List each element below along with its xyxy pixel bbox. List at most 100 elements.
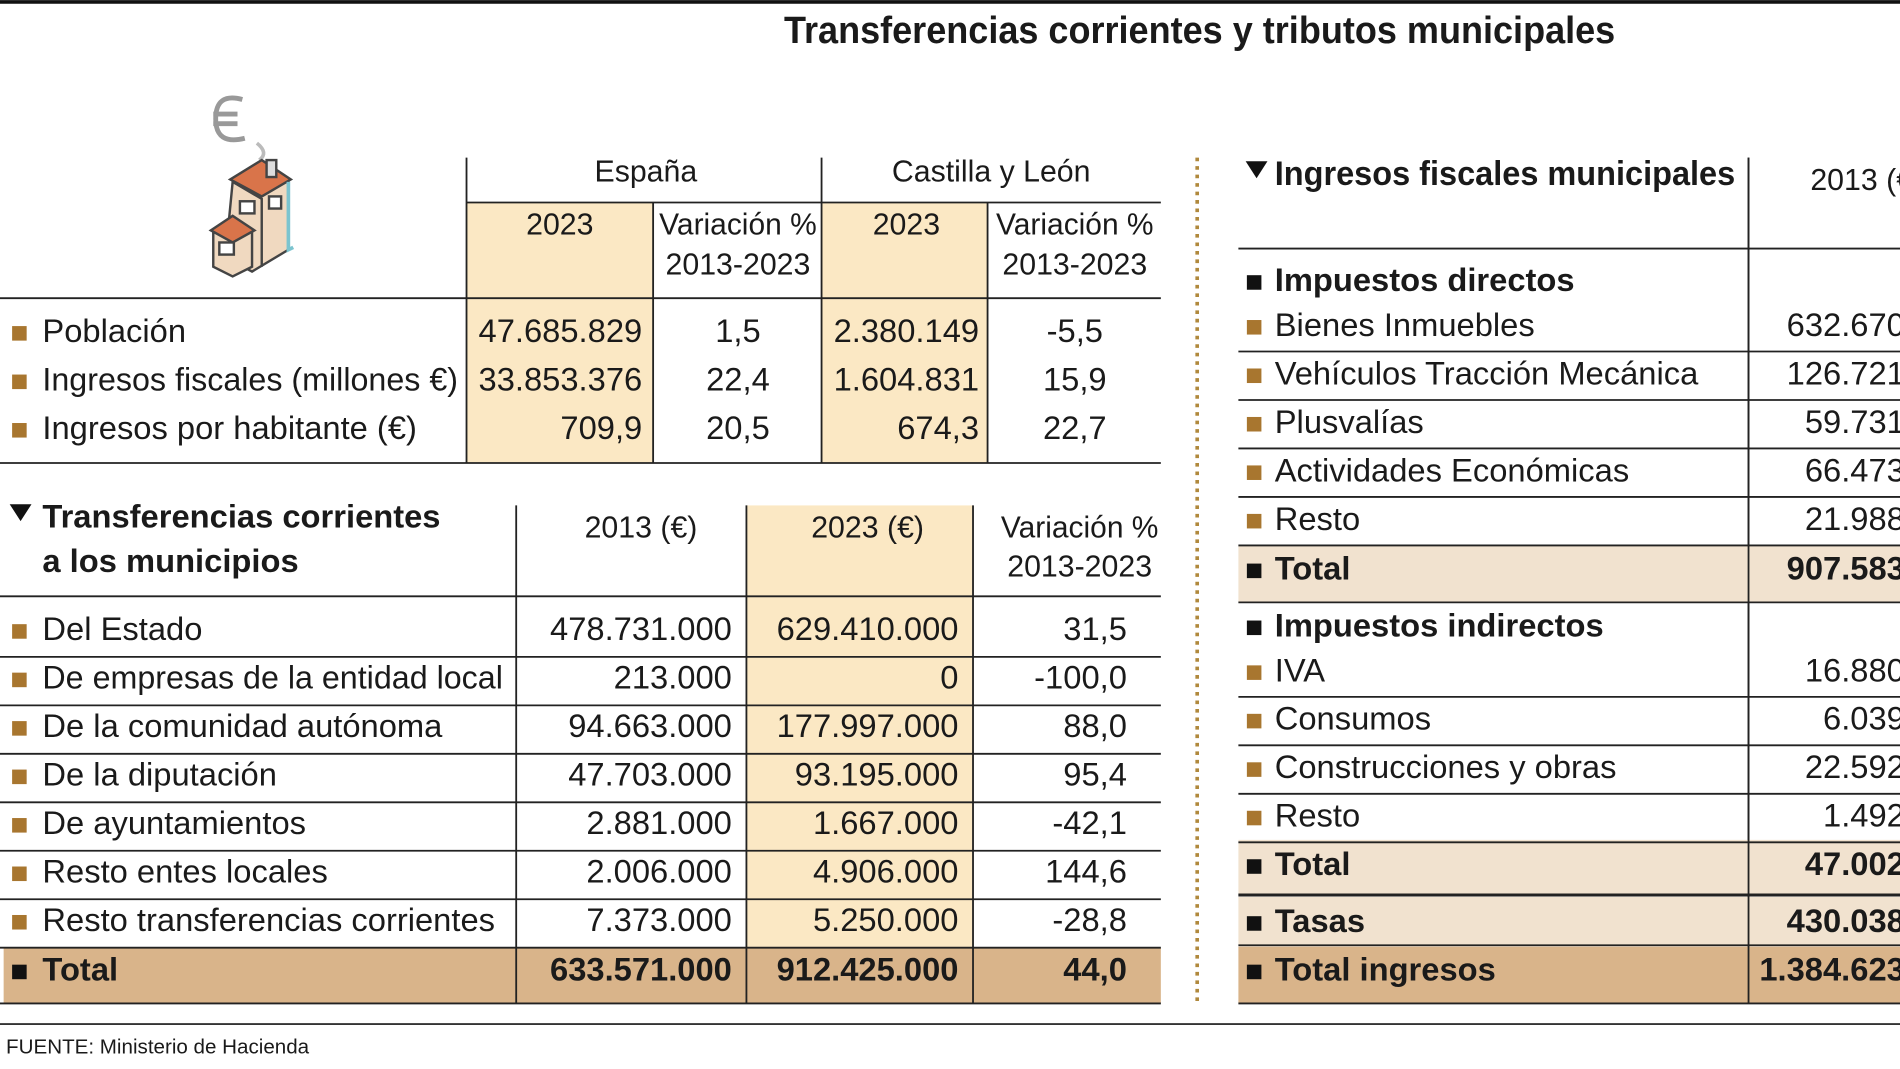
row-label: Resto xyxy=(1275,500,1360,537)
row-label: Plusvalías xyxy=(1275,403,1424,440)
bullet xyxy=(12,672,27,688)
row-label: Actividades Económicas xyxy=(1275,451,1629,488)
source: FUENTE: Ministerio de Hacienda xyxy=(6,1036,310,1059)
cell: 33.853.376 xyxy=(479,360,643,397)
row-label: Del Estado xyxy=(42,610,202,647)
bullet xyxy=(12,818,27,833)
bullet xyxy=(12,769,27,785)
bullet xyxy=(12,964,27,980)
column-header: Variación % xyxy=(659,209,817,242)
bullet xyxy=(12,374,27,390)
cell: 213.000 xyxy=(614,659,732,696)
row-label: De la diputación xyxy=(42,755,277,792)
cell: 177.997.000 xyxy=(777,707,959,744)
cell: 674,3 xyxy=(897,409,979,446)
cell: 93.195.000 xyxy=(795,755,959,792)
cell: 16.880 xyxy=(1805,651,1900,688)
triangle xyxy=(1245,161,1268,179)
row-label: Ingresos por habitante (€) xyxy=(42,409,417,446)
cell: 2.881.000 xyxy=(586,804,732,841)
cell: -100,0 xyxy=(1034,659,1127,696)
cell: 6.039 xyxy=(1823,700,1900,737)
row-label: Total ingresos xyxy=(1275,951,1496,988)
total-row-bg xyxy=(1238,545,1900,603)
bullet xyxy=(1246,859,1262,874)
column-header: 2013-2023 xyxy=(1007,550,1152,583)
bullet xyxy=(12,866,27,882)
bullet xyxy=(1246,665,1262,680)
cell: 31,5 xyxy=(1063,610,1127,647)
bullet xyxy=(12,914,27,930)
table-title: a los municipios xyxy=(42,542,298,579)
bullet xyxy=(12,423,27,438)
cell: 47.685.829 xyxy=(479,312,643,349)
cell: 478.731.000 xyxy=(550,610,732,647)
total-row-bg xyxy=(1238,839,1900,895)
row-label: Total xyxy=(42,951,118,988)
cell: -28,8 xyxy=(1052,901,1127,938)
highlight-column xyxy=(466,202,654,464)
cell: 15,9 xyxy=(1043,360,1107,397)
bullet xyxy=(1246,810,1262,826)
cell: 20,5 xyxy=(706,409,770,446)
cell: 88,0 xyxy=(1063,707,1127,744)
row-label: Vehículos Tracción Mecánica xyxy=(1275,354,1699,391)
row-label: De empresas de la entidad local xyxy=(42,659,502,696)
column-header: 2013-2023 xyxy=(1002,249,1147,282)
cell: 66.473 xyxy=(1805,451,1900,488)
row-label: Ingresos fiscales (millones €) xyxy=(42,360,458,397)
total-row-bg xyxy=(3,947,1161,1004)
cell: 22,4 xyxy=(706,360,770,397)
row-label: Resto entes locales xyxy=(42,852,327,889)
row-label: Tasas xyxy=(1275,902,1365,939)
bullet xyxy=(1246,513,1262,529)
row-label: Construcciones y obras xyxy=(1275,748,1617,785)
cell: 709,9 xyxy=(560,409,642,446)
row-label: Resto transferencias corrientes xyxy=(42,901,495,938)
column-header: 2023 xyxy=(526,209,593,242)
column-header: Variación % xyxy=(996,209,1154,242)
group-header: España xyxy=(595,155,698,188)
bullet xyxy=(1246,320,1262,335)
cell: 126.721 xyxy=(1787,354,1900,391)
row-label: Total xyxy=(1275,549,1351,586)
cell: 2.380.149 xyxy=(834,312,980,349)
column-header: 2023 xyxy=(873,209,940,242)
bullet xyxy=(1246,563,1262,579)
cell: 22,7 xyxy=(1043,409,1107,446)
row-label: Bienes Inmuebles xyxy=(1275,306,1535,343)
cell: 629.410.000 xyxy=(777,610,959,647)
triangle xyxy=(9,504,32,522)
cell: 94.663.000 xyxy=(568,707,732,744)
cell: 1.492 xyxy=(1823,797,1900,834)
cell: 1.667.000 xyxy=(813,804,959,841)
cell: 0 xyxy=(940,659,958,696)
table-title: Ingresos fiscales municipales xyxy=(1275,155,1735,193)
title: Transferencias corrientes y tributos mun… xyxy=(784,9,1615,51)
cell: 1,5 xyxy=(715,312,760,349)
cell: -5,5 xyxy=(1047,312,1103,349)
tasas-row-bg xyxy=(1238,896,1900,946)
cell: 912.425.000 xyxy=(777,951,959,988)
cell: 2.006.000 xyxy=(586,852,732,889)
top-rule xyxy=(0,0,1900,4)
cell: 633.571.000 xyxy=(550,951,732,988)
bullet xyxy=(1246,916,1262,931)
cell: 907.583 xyxy=(1787,549,1900,586)
cell: 1.384.623 xyxy=(1759,951,1900,988)
bullet xyxy=(1246,762,1262,777)
table-title: Transferencias corrientes xyxy=(42,497,440,534)
cell: 632.670 xyxy=(1787,306,1900,343)
column-header: Variación % xyxy=(1001,512,1159,545)
bullet xyxy=(1246,275,1262,290)
cell: 5.250.000 xyxy=(813,901,959,938)
bullet xyxy=(1246,368,1262,384)
row-label: Consumos xyxy=(1275,700,1431,737)
section-heading: Impuestos indirectos xyxy=(1275,606,1604,643)
cell: 59.731 xyxy=(1805,403,1900,440)
bullet xyxy=(12,624,27,639)
cell: 21.988 xyxy=(1805,500,1900,537)
row-label: Resto xyxy=(1275,797,1360,834)
row-label: IVA xyxy=(1275,651,1325,688)
house-icon xyxy=(208,95,295,278)
